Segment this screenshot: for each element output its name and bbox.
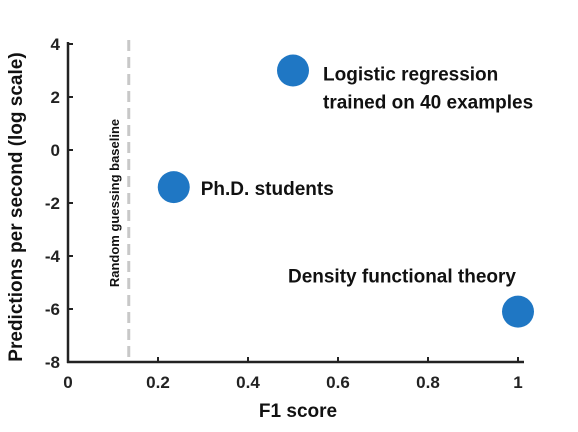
data-point (277, 54, 309, 87)
y-tick-label: 2 (51, 88, 60, 107)
x-tick-label: 0.4 (236, 373, 260, 392)
point-annotation: Density functional theory (288, 267, 516, 288)
baseline-layer: Random guessing baseline (107, 40, 131, 360)
y-tick-label: -8 (45, 353, 60, 372)
y-tick-label: -4 (45, 247, 61, 266)
x-tick-label: 1 (513, 373, 522, 392)
data-point (502, 295, 534, 328)
x-tick-label: 0.6 (326, 373, 350, 392)
random-baseline-label: Random guessing baseline (107, 119, 122, 287)
x-axis-label: F1 score (259, 401, 337, 422)
y-axis-label: Predictions per second (log scale) (6, 52, 27, 361)
y-tick-label: -2 (45, 194, 60, 213)
data-point (157, 171, 190, 204)
y-tick-label: 0 (51, 141, 60, 160)
x-tick-label: 0 (63, 373, 72, 392)
y-tick-label: 4 (51, 35, 61, 54)
points-layer: Logistic regression trained on 40 example… (157, 54, 534, 328)
x-tick-label: 0.8 (416, 373, 440, 392)
point-annotation: Logistic regression (323, 65, 498, 86)
point-annotation: Ph.D. students (201, 179, 334, 200)
point-annotation: trained on 40 examples (323, 93, 533, 114)
y-tick-label: -6 (45, 300, 60, 319)
x-tick-label: 0.2 (146, 373, 170, 392)
axes: 420-2-4-6-80 0.2 0.4 0.6 0.8 1 (45, 35, 524, 392)
